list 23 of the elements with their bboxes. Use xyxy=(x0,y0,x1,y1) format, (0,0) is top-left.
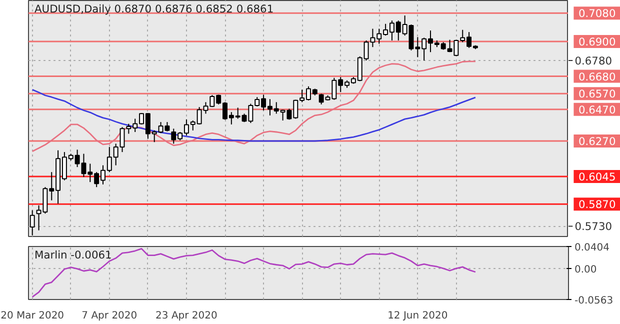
y-tick-label: 0.5730 xyxy=(574,220,612,234)
ref-line-label: 0.7080 xyxy=(578,7,616,20)
candlestick xyxy=(30,210,35,236)
x-tick-label: 23 Apr 2020 xyxy=(156,310,218,322)
ref-line-label: 0.6900 xyxy=(578,36,616,49)
chart-title: Marlin -0.0061 xyxy=(34,248,112,262)
ref-line-label: 0.6570 xyxy=(578,88,616,101)
line-series xyxy=(32,248,476,298)
ref-line-label: 0.6470 xyxy=(578,103,616,116)
x-tick-label: 12 Jun 2020 xyxy=(388,310,448,322)
y-tick-label: 0.6780 xyxy=(574,54,612,68)
line-series xyxy=(32,88,476,142)
ref-line-label: 0.6045 xyxy=(578,170,616,184)
y-tick-label: 0.00 xyxy=(574,264,597,276)
ref-line-label: 0.6270 xyxy=(578,134,616,148)
x-tick-label: 20 Mar 2020 xyxy=(0,310,64,322)
chart-title: AUDUSD,Daily 0.6870 0.6876 0.6852 0.6861 xyxy=(34,2,274,16)
y-tick-label: -0.0563 xyxy=(574,296,614,306)
line-series xyxy=(32,60,476,152)
ref-line-label: 0.6680 xyxy=(578,70,616,84)
y-tick-label: 0.0404 xyxy=(574,242,610,254)
ref-line-label: 0.5870 xyxy=(578,198,616,212)
x-tick-label: 7 Apr 2020 xyxy=(82,310,138,322)
